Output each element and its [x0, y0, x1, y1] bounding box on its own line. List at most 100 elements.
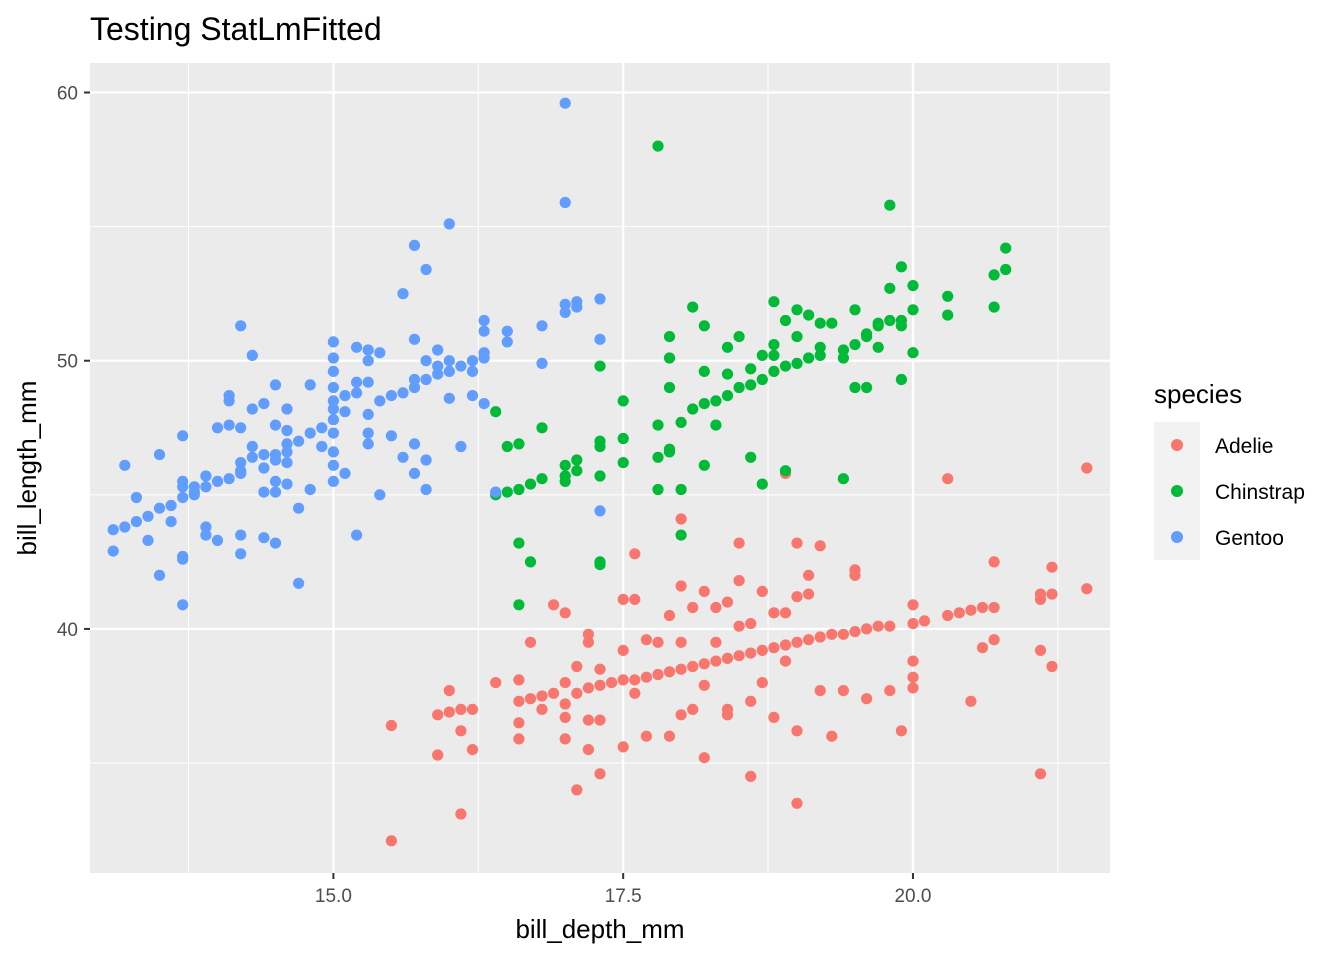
point-chinstrap — [721, 390, 734, 402]
point-gentoo — [177, 491, 189, 504]
point-chinstrap — [617, 395, 629, 407]
point-adelie — [571, 660, 583, 673]
point-adelie — [884, 620, 896, 632]
legend-items: Adelie Chinstrap Gentoo — [1171, 435, 1305, 550]
point-adelie — [907, 599, 919, 611]
point-chinstrap — [803, 309, 815, 321]
point-adelie — [640, 671, 653, 683]
point-adelie — [687, 601, 699, 614]
point-adelie — [710, 601, 722, 614]
point-gentoo — [432, 360, 444, 372]
point-chinstrap — [721, 368, 734, 380]
point-adelie — [629, 687, 641, 699]
point-adelie — [629, 548, 641, 560]
point-chinstrap — [779, 314, 792, 327]
point-adelie — [513, 717, 525, 729]
point-adelie — [698, 752, 710, 764]
point-gentoo — [235, 457, 247, 469]
point-gentoo — [235, 422, 247, 434]
point-adelie — [976, 601, 989, 614]
point-gentoo — [269, 379, 282, 391]
point-chinstrap — [559, 475, 571, 487]
point-adelie — [640, 634, 653, 646]
point-chinstrap — [490, 406, 502, 418]
point-adelie — [1081, 462, 1093, 474]
point-chinstrap — [837, 344, 850, 356]
point-adelie — [571, 687, 583, 699]
point-chinstrap — [872, 341, 884, 353]
point-gentoo — [223, 473, 235, 485]
point-gentoo — [594, 333, 606, 345]
point-adelie — [594, 663, 606, 675]
point-adelie — [745, 770, 757, 783]
point-chinstrap — [687, 301, 699, 313]
point-gentoo — [293, 435, 305, 447]
point-gentoo — [327, 414, 339, 426]
point-adelie — [652, 636, 664, 648]
point-adelie — [524, 636, 537, 648]
point-gentoo — [269, 475, 282, 487]
point-gentoo — [571, 301, 583, 313]
point-chinstrap — [513, 599, 525, 611]
point-gentoo — [478, 314, 490, 327]
point-adelie — [513, 733, 525, 745]
point-chinstrap — [710, 419, 722, 431]
point-chinstrap — [1000, 242, 1012, 254]
point-gentoo — [362, 438, 374, 450]
point-adelie — [432, 749, 444, 761]
point-gentoo — [246, 403, 258, 415]
point-adelie — [466, 703, 479, 716]
point-adelie — [698, 658, 710, 670]
data-points — [107, 97, 1093, 847]
point-adelie — [385, 719, 397, 732]
point-chinstrap — [652, 483, 664, 496]
point-adelie — [432, 709, 444, 721]
point-chinstrap — [594, 559, 606, 571]
point-adelie — [640, 730, 653, 742]
point-chinstrap — [698, 398, 710, 410]
point-chinstrap — [849, 381, 861, 394]
point-adelie — [942, 609, 954, 622]
point-gentoo — [293, 577, 305, 589]
point-adelie — [582, 636, 595, 648]
point-gentoo — [293, 502, 305, 514]
point-adelie — [907, 618, 919, 630]
point-adelie — [513, 674, 525, 686]
point-gentoo — [478, 325, 490, 337]
point-gentoo — [385, 390, 397, 402]
point-chinstrap — [652, 419, 664, 431]
point-chinstrap — [756, 373, 768, 386]
point-gentoo — [281, 424, 293, 437]
point-adelie — [663, 609, 676, 622]
point-gentoo — [200, 521, 212, 533]
point-adelie — [1046, 561, 1058, 573]
point-adelie — [884, 685, 896, 697]
point-gentoo — [281, 403, 293, 415]
point-adelie — [1081, 583, 1093, 595]
point-gentoo — [490, 486, 502, 498]
point-adelie — [513, 695, 525, 707]
point-chinstrap — [814, 317, 826, 329]
point-gentoo — [362, 376, 374, 388]
point-adelie — [663, 730, 676, 742]
point-adelie — [942, 473, 954, 485]
point-chinstrap — [861, 381, 873, 394]
point-adelie — [803, 588, 815, 600]
point-gentoo — [443, 355, 455, 367]
point-adelie — [733, 620, 745, 632]
point-gentoo — [235, 548, 247, 560]
point-gentoo — [501, 325, 513, 337]
point-adelie — [536, 690, 548, 702]
point-adelie — [582, 744, 595, 756]
point-gentoo — [559, 196, 571, 209]
point-gentoo — [304, 427, 316, 439]
point-adelie — [756, 644, 768, 657]
point-gentoo — [362, 427, 374, 439]
point-chinstrap — [942, 290, 954, 302]
legend-title: species — [1154, 379, 1242, 409]
point-gentoo — [466, 355, 479, 367]
point-gentoo — [281, 457, 293, 469]
point-adelie — [803, 634, 815, 646]
point-adelie — [988, 556, 1000, 568]
point-gentoo — [130, 491, 142, 504]
